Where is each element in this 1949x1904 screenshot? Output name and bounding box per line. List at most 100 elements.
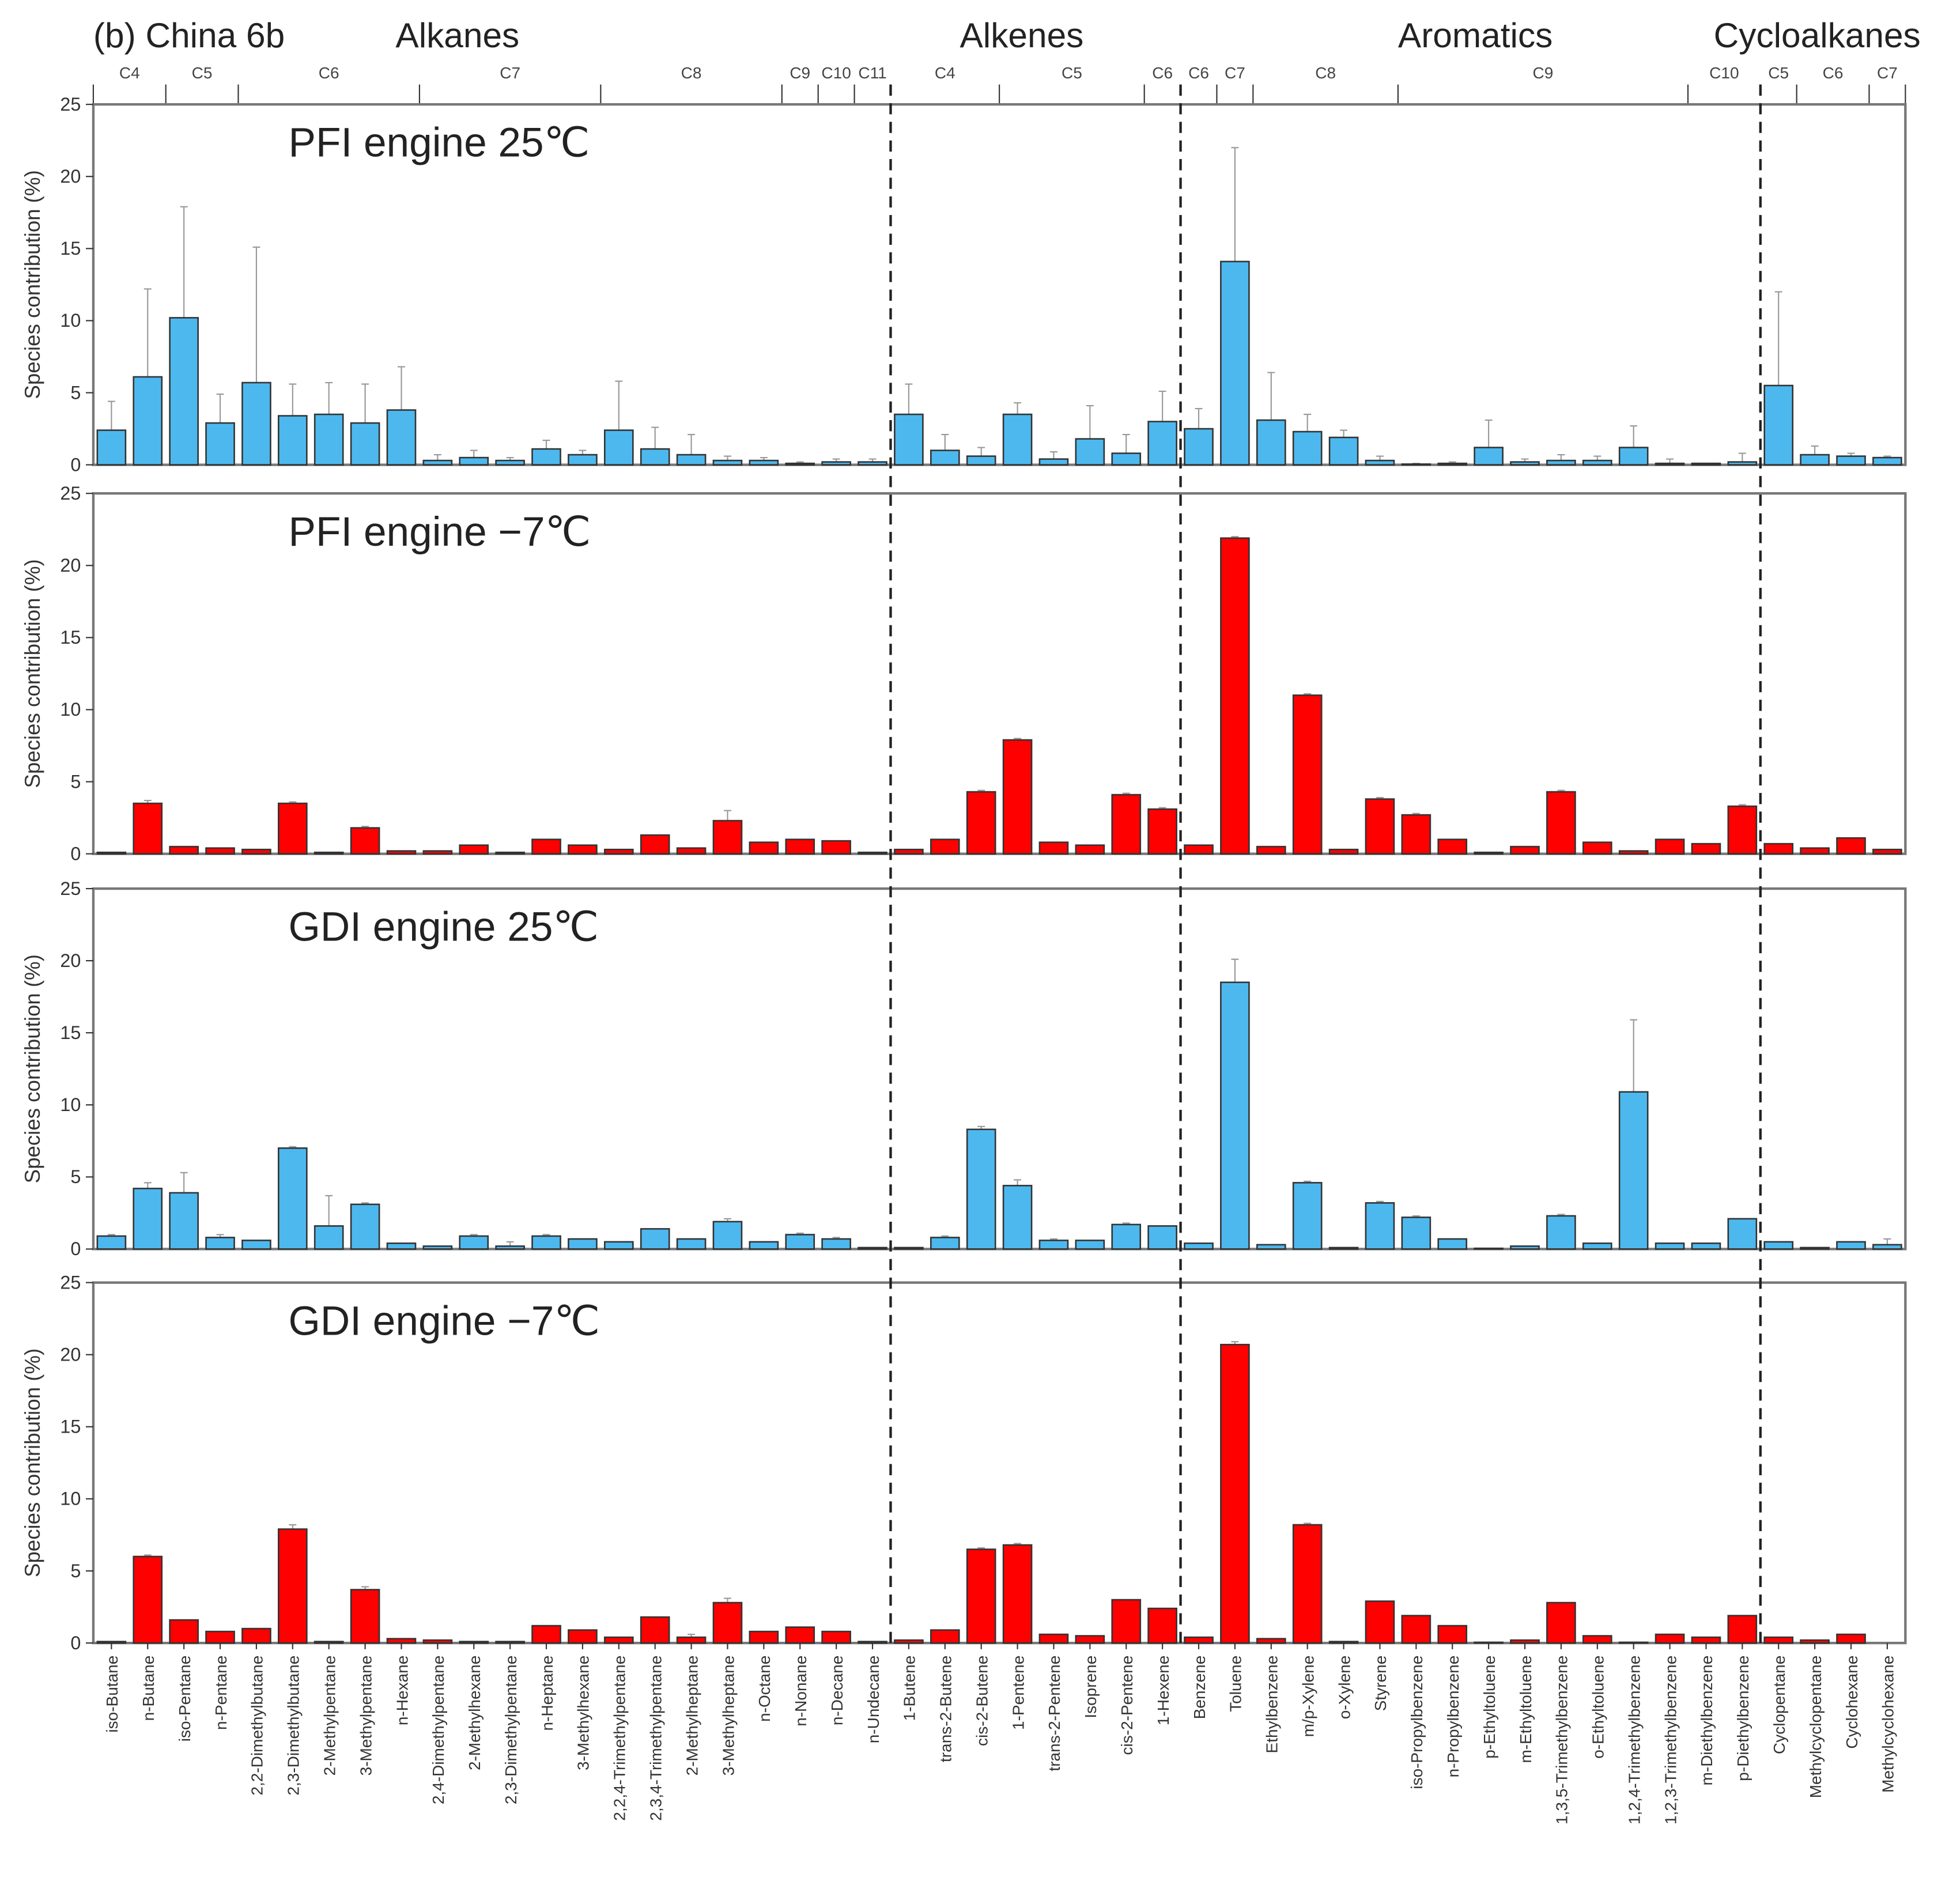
- x-tick-label: 3-Methylhexane: [575, 1656, 592, 1770]
- bar-styrene: [1365, 1600, 1395, 1644]
- bar-3-methylheptane: [712, 459, 743, 466]
- bar-isoprene: [1075, 844, 1105, 855]
- bar-2-3-dimethylbutane: [277, 1147, 308, 1250]
- bar-2-methylhexane: [459, 456, 489, 466]
- carbon-group-label: C8: [1315, 64, 1336, 82]
- y-tick-label: 5: [70, 382, 81, 403]
- y-tick-label: 25: [60, 1272, 81, 1293]
- bar-n-butane: [133, 1555, 163, 1644]
- bar-2-2-dimethylbutane: [241, 1240, 271, 1250]
- bar-benzene: [1184, 1242, 1214, 1250]
- bar-1-2-3-trimethylbenzene: [1655, 1242, 1685, 1250]
- x-tick-label: n-Decane: [828, 1656, 846, 1725]
- x-tick-label: n-Butane: [139, 1656, 157, 1721]
- bar-n-heptane: [531, 838, 561, 855]
- bar-1-3-5-trimethylbenzene: [1546, 1601, 1576, 1644]
- bar-1-3-5-trimethylbenzene: [1546, 791, 1576, 855]
- bar-n-butane: [133, 376, 163, 466]
- x-tick-label: Styrene: [1372, 1656, 1389, 1712]
- bar-m-p-xylene: [1292, 430, 1323, 466]
- bar-2-2-4-trimethylpentane: [603, 848, 634, 855]
- y-axis-label: Species contribution (%): [21, 1348, 44, 1577]
- carbon-group-label: C10: [1709, 64, 1739, 82]
- bar-2-2-dimethylbutane: [241, 848, 271, 855]
- bar-trans-2-pentene: [1038, 1240, 1069, 1250]
- bar-m-ethyltoluene: [1510, 461, 1540, 466]
- bar-p-diethylbenzene: [1727, 805, 1758, 855]
- x-tick-label: 2,4-Dimethylpentane: [429, 1656, 447, 1805]
- bar-2-methylheptane: [676, 847, 707, 855]
- x-tick-label: n-Propylbenzene: [1444, 1656, 1462, 1778]
- bar-iso-pentane: [169, 845, 199, 855]
- bar-cyclohexane: [1836, 837, 1866, 855]
- bar-cis-2-pentene: [1111, 452, 1142, 466]
- bar-m-p-xylene: [1292, 694, 1323, 855]
- x-tick-label: 2,2,4-Trimethylpentane: [611, 1656, 629, 1821]
- bar-n-nonane: [785, 838, 815, 855]
- carbon-group-label: C6: [1188, 64, 1209, 82]
- x-tick-label: 1-Hexene: [1154, 1656, 1172, 1725]
- bar-m-p-xylene: [1292, 1182, 1323, 1250]
- bar-2-3-dimethylbutane: [277, 802, 308, 855]
- bar-n-nonane: [785, 1234, 815, 1250]
- bar-cyclopentane: [1763, 1241, 1794, 1250]
- bar-2-3-4-trimethylpentane: [640, 834, 670, 855]
- bar-1-hexene: [1147, 421, 1177, 466]
- y-tick-label: 5: [70, 1166, 81, 1187]
- y-tick-label: 5: [70, 771, 81, 792]
- bar-cis-2-butene: [966, 1548, 996, 1644]
- bar-toluene: [1220, 981, 1250, 1250]
- carbon-group-label: C9: [790, 64, 810, 82]
- y-tick-label: 5: [70, 1561, 81, 1581]
- bar-isoprene: [1075, 1635, 1105, 1644]
- bar-2-3-dimethylbutane: [277, 415, 308, 466]
- carbon-group-label: C7: [1225, 64, 1245, 82]
- x-tick-label: 3-Methylpentane: [357, 1656, 375, 1776]
- y-tick-label: 20: [60, 950, 81, 971]
- bar-3-methylpentane: [350, 827, 380, 855]
- bar-3-methylpentane: [350, 1203, 380, 1250]
- bar-m-diethylbenzene: [1691, 462, 1721, 466]
- y-tick-label: 25: [60, 483, 81, 504]
- class-label-cycloalkanes: Cycloalkanes: [1714, 16, 1921, 55]
- bar-iso-propylbenzene: [1401, 1217, 1431, 1250]
- bar-benzene: [1184, 1636, 1214, 1644]
- bar-n-heptane: [531, 1625, 561, 1644]
- y-tick-label: 0: [70, 1238, 81, 1259]
- x-tick-label: 1-Pentene: [1009, 1656, 1027, 1730]
- x-tick-label: 2-Methylheptane: [683, 1656, 701, 1776]
- bar-trans-2-butene: [930, 449, 960, 466]
- bar-iso-butane: [96, 851, 127, 855]
- bar-3-methylheptane: [712, 819, 743, 855]
- bar-cyclopentane: [1763, 843, 1794, 855]
- bar-n-undecane: [858, 461, 887, 466]
- bar-iso-propylbenzene: [1401, 814, 1431, 855]
- bar-p-diethylbenzene: [1727, 1218, 1758, 1250]
- y-tick-label: 0: [70, 1633, 81, 1653]
- x-tick-label: m/p-Xylene: [1299, 1656, 1317, 1737]
- bar-isoprene: [1075, 1240, 1105, 1250]
- bar-1-butene: [894, 1639, 924, 1644]
- bar-iso-butane: [96, 1235, 127, 1250]
- bar-methylcyclopentane: [1800, 847, 1830, 855]
- x-tick-label: 2,3-Dimethylpentane: [502, 1656, 520, 1805]
- class-label-aromatics: Aromatics: [1398, 16, 1553, 55]
- x-tick-label: trans-2-Butene: [937, 1656, 955, 1762]
- bar-cyclohexane: [1836, 1241, 1866, 1250]
- x-tick-label: n-Nonane: [792, 1656, 810, 1727]
- panel-frame: [92, 492, 1907, 855]
- class-label-alkanes: Alkanes: [395, 16, 519, 55]
- bar-n-hexane: [386, 1242, 417, 1250]
- x-tick-label: 1-Butene: [901, 1656, 919, 1721]
- bar-2-2-4-trimethylpentane: [603, 429, 634, 466]
- bar-toluene: [1220, 1343, 1250, 1644]
- bar-n-nonane: [785, 462, 815, 466]
- bar-methylcyclopentane: [1800, 1246, 1830, 1250]
- bar-1-2-4-trimethylbenzene: [1618, 1091, 1649, 1250]
- y-tick-label: 10: [60, 1094, 81, 1115]
- bar-2-3-dimethylbutane: [277, 1528, 308, 1644]
- x-tick-label: 2,2-Dimethylbutane: [248, 1656, 266, 1796]
- bar-n-propylbenzene: [1437, 1238, 1468, 1250]
- bar-iso-butane: [96, 429, 127, 466]
